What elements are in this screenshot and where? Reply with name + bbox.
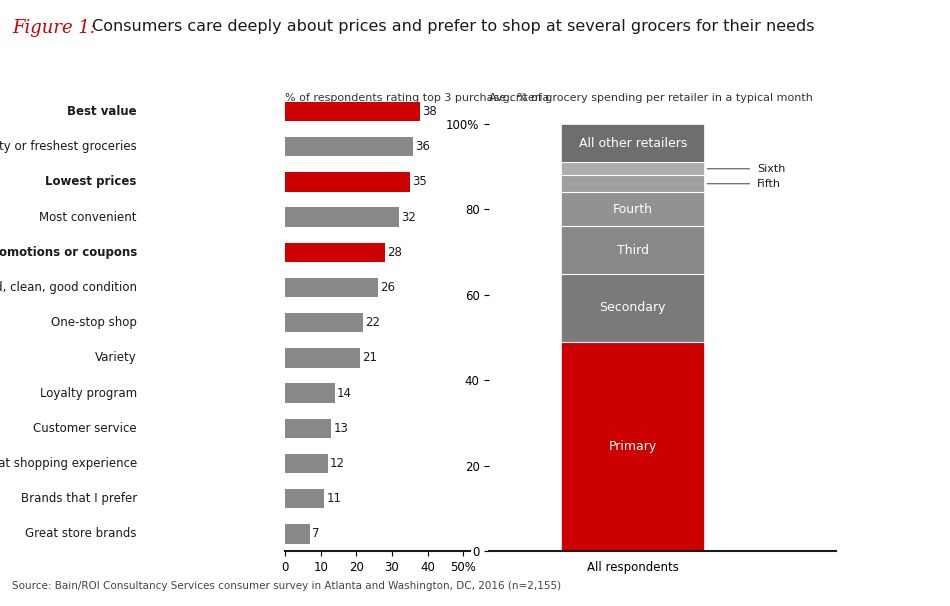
Bar bbox=[285, 207, 399, 227]
Text: Great store brands: Great store brands bbox=[26, 527, 137, 541]
Text: 26: 26 bbox=[380, 281, 395, 294]
Text: Customer service: Customer service bbox=[33, 422, 137, 435]
Text: 35: 35 bbox=[412, 175, 427, 188]
Bar bbox=[561, 342, 705, 551]
Text: 7: 7 bbox=[312, 527, 319, 541]
Text: Highest quality or freshest groceries: Highest quality or freshest groceries bbox=[0, 140, 137, 153]
Bar bbox=[285, 172, 409, 191]
Text: Lowest prices: Lowest prices bbox=[46, 175, 137, 188]
Text: Figure 1:: Figure 1: bbox=[12, 19, 96, 38]
Bar bbox=[285, 419, 332, 438]
Text: 38: 38 bbox=[423, 105, 437, 118]
Bar bbox=[561, 273, 705, 342]
Text: Fifth: Fifth bbox=[757, 179, 781, 188]
Bar bbox=[285, 348, 360, 368]
Bar bbox=[285, 313, 363, 332]
Text: Secondary: Secondary bbox=[599, 301, 666, 315]
Text: Most convenient: Most convenient bbox=[39, 211, 137, 224]
Bar bbox=[285, 102, 420, 121]
Text: Great shopping experience: Great shopping experience bbox=[0, 457, 137, 470]
Bar bbox=[561, 227, 705, 273]
Bar bbox=[561, 192, 705, 227]
Text: Sixth: Sixth bbox=[757, 164, 786, 174]
Bar bbox=[285, 384, 334, 403]
Text: Consumers care deeply about prices and prefer to shop at several grocers for the: Consumers care deeply about prices and p… bbox=[87, 19, 815, 35]
Bar bbox=[561, 175, 705, 192]
Text: % of respondents rating top 3 purchase criteria: % of respondents rating top 3 purchase c… bbox=[285, 93, 549, 103]
Bar bbox=[285, 489, 324, 508]
Bar bbox=[285, 454, 328, 473]
Text: Best value: Best value bbox=[67, 105, 137, 118]
Bar bbox=[285, 137, 413, 156]
Text: Brands that I prefer: Brands that I prefer bbox=[21, 492, 137, 505]
Text: All other retailers: All other retailers bbox=[579, 136, 687, 150]
Text: 11: 11 bbox=[327, 492, 341, 505]
Text: Best promotions or coupons: Best promotions or coupons bbox=[0, 246, 137, 259]
Bar bbox=[285, 524, 310, 544]
Bar bbox=[285, 242, 385, 262]
Bar bbox=[561, 162, 705, 175]
Text: Organized, clean, good condition: Organized, clean, good condition bbox=[0, 281, 137, 294]
Text: 36: 36 bbox=[415, 140, 430, 153]
Text: Primary: Primary bbox=[609, 440, 656, 453]
Text: 13: 13 bbox=[333, 422, 349, 435]
Text: Avg. % of grocery spending per retailer in a typical month: Avg. % of grocery spending per retailer … bbox=[489, 93, 813, 103]
Text: Fourth: Fourth bbox=[613, 203, 653, 216]
Text: Loyalty program: Loyalty program bbox=[40, 387, 137, 399]
Bar bbox=[285, 278, 377, 297]
Text: 32: 32 bbox=[401, 211, 416, 224]
Text: Third: Third bbox=[617, 244, 649, 256]
Text: Source: Bain/ROI Consultancy Services consumer survey in Atlanta and Washington,: Source: Bain/ROI Consultancy Services co… bbox=[12, 581, 561, 591]
Text: 14: 14 bbox=[337, 387, 352, 399]
Bar bbox=[561, 124, 705, 162]
Text: Variety: Variety bbox=[95, 351, 137, 364]
Text: In a typical month, what percentage of your total monthly
budget do you spend at: In a typical month, what percentage of y… bbox=[445, 51, 881, 82]
Text: One-stop shop: One-stop shop bbox=[51, 316, 137, 329]
Text: 12: 12 bbox=[330, 457, 345, 470]
Text: 28: 28 bbox=[387, 246, 402, 259]
Text: 22: 22 bbox=[366, 316, 381, 329]
Text: 21: 21 bbox=[362, 351, 377, 364]
Text: Which of the following are most important to you when choosing
the stores where : Which of the following are most importan… bbox=[134, 51, 621, 82]
